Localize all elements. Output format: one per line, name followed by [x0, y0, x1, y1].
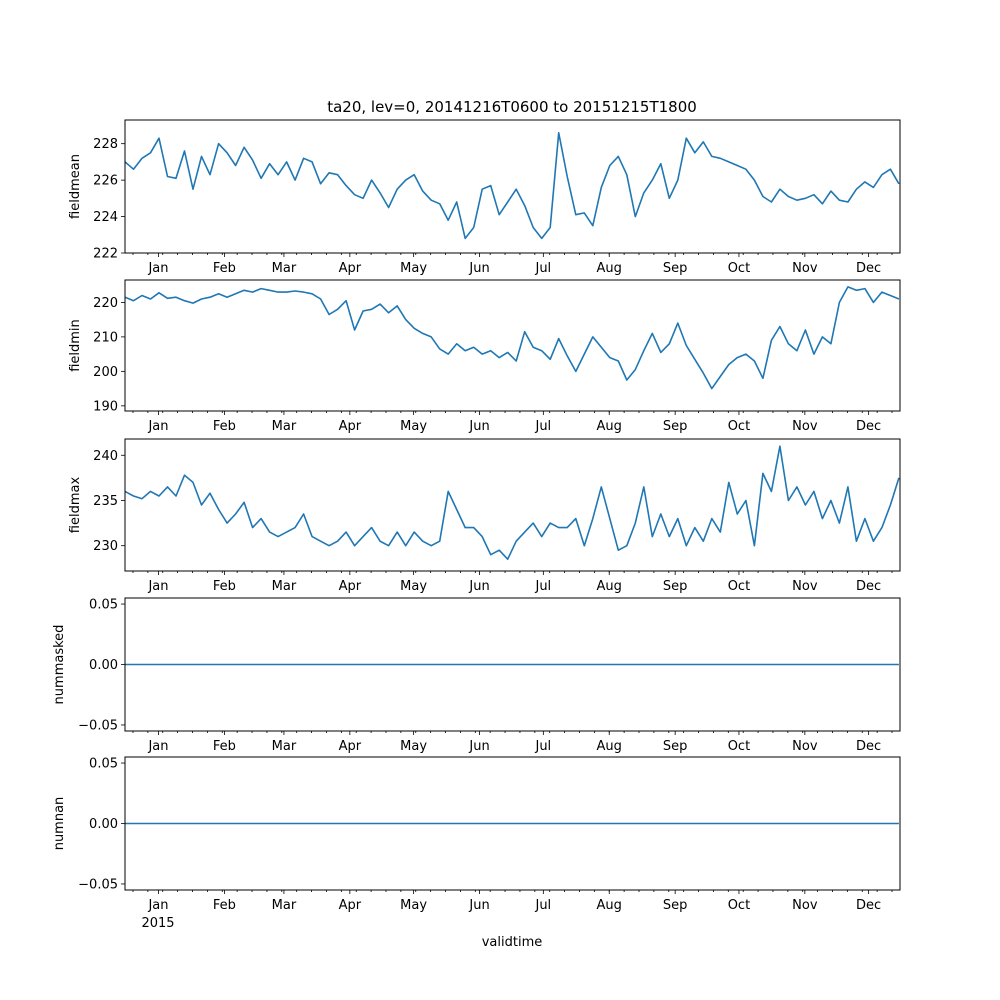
x-tick-label: Sep: [663, 261, 688, 276]
x-tick-label: Jan: [147, 419, 168, 434]
x-tick-label: Feb: [213, 739, 236, 754]
plot-frame: [124, 279, 901, 412]
x-tick-label: Feb: [213, 419, 236, 434]
x-tick-label: Mar: [272, 898, 297, 913]
series-line-fieldmax: [124, 445, 900, 561]
x-tick-label: Jul: [534, 419, 551, 434]
subplots: 222 224 226 228 fieldmean Jan Feb Mar Apr May Jun J…: [52, 119, 901, 913]
x-tick-label: Jul: [534, 898, 551, 913]
x-tick-label: Aug: [597, 261, 622, 276]
y-tick-label: 226: [93, 174, 118, 189]
x-tick-label: Aug: [597, 419, 622, 434]
subplot-numnan: −0.05 0.00 0.05 numnan Jan Feb Mar Apr May Jun Jul…: [52, 756, 901, 913]
plot-frame: [124, 438, 901, 572]
y-tick-label: 220: [93, 296, 118, 311]
x-tick-label: Jun: [468, 579, 489, 594]
x-tick-label: Apr: [339, 898, 362, 913]
x-tick-label: Oct: [728, 579, 750, 594]
x-tick-label: May: [400, 739, 427, 754]
x-tick-label: Apr: [339, 579, 362, 594]
x-tick-label: Apr: [339, 419, 362, 434]
chart-title: ta20, lev=0, 20141216T0600 to 20151215T1…: [327, 98, 697, 116]
y-tick-label: 0.00: [89, 817, 118, 832]
x-tick-label: Mar: [272, 419, 297, 434]
x-tick-label: Jan: [147, 261, 168, 276]
y-tick-label: 224: [93, 210, 118, 225]
x-tick-label: Apr: [339, 261, 362, 276]
x-tick-label: Dec: [856, 419, 881, 434]
y-tick-label: 235: [93, 494, 118, 509]
x-tick-label: Mar: [272, 739, 297, 754]
x-tick-label: Nov: [792, 579, 818, 594]
x-tick-label: May: [400, 419, 427, 434]
x-tick-label: Aug: [597, 739, 622, 754]
y-tick-label: 228: [93, 137, 118, 152]
x-tick-label: Apr: [339, 739, 362, 754]
x-tick-label: Oct: [728, 898, 750, 913]
series-line-fieldmean: [124, 132, 900, 240]
x-tick-label: Aug: [597, 898, 622, 913]
x-tick-label: May: [400, 579, 427, 594]
subplot-fieldmax: 230 235 240 fieldmax Jan Feb Mar Apr May Jun Jul Au…: [68, 438, 901, 594]
y-axis-label: numnan: [52, 797, 67, 851]
x-axis-label: validtime: [482, 935, 543, 950]
x-tick-label: Nov: [792, 419, 818, 434]
y-axis-label: nummasked: [52, 625, 67, 705]
x-tick-label: May: [400, 261, 427, 276]
y-axis-label: fieldmin: [68, 319, 83, 372]
x-tick-label: Dec: [856, 261, 881, 276]
x-tick-label: Feb: [213, 261, 236, 276]
x-tick-label: Dec: [856, 739, 881, 754]
subplot-fieldmin: 190 200 210 220 fieldmin Jan Feb Mar Apr May Jun Ju…: [68, 279, 901, 434]
y-axis-label: fieldmax: [68, 477, 83, 534]
x-tick-label: Feb: [213, 579, 236, 594]
y-tick-label: 0.05: [89, 598, 118, 613]
x-tick-label: Sep: [663, 739, 688, 754]
subplot-nummasked: −0.05 0.00 0.05 nummasked Jan Feb Mar Apr May Jun…: [52, 597, 901, 754]
x-tick-label: Dec: [856, 898, 881, 913]
y-tick-label: −0.05: [78, 877, 118, 892]
x-tick-label: Mar: [272, 579, 297, 594]
x-tick-label: Sep: [663, 898, 688, 913]
y-axis-label: fieldmean: [68, 154, 83, 219]
x-tick-label: Mar: [272, 261, 297, 276]
x-tick-label: Jul: [534, 261, 551, 276]
x-tick-label: Nov: [792, 261, 818, 276]
x-tick-label: Jun: [468, 419, 489, 434]
x-tick-label: Jul: [534, 739, 551, 754]
x-tick-label: Nov: [792, 739, 818, 754]
y-tick-label: 0.05: [89, 757, 118, 772]
x-tick-label: Dec: [856, 579, 881, 594]
y-tick-label: 240: [93, 449, 118, 464]
y-tick-label: 190: [93, 399, 118, 414]
x-tick-label: Jan: [147, 739, 168, 754]
x-tick-label: May: [400, 898, 427, 913]
x-tick-label: Jun: [468, 898, 489, 913]
y-tick-label: −0.05: [78, 718, 118, 733]
x-tick-label: Jan: [147, 898, 168, 913]
series-line-fieldmin: [124, 286, 900, 390]
y-tick-label: 210: [93, 330, 118, 345]
x-tick-label: Feb: [213, 898, 236, 913]
plot-frame: [124, 119, 901, 254]
y-tick-label: 200: [93, 365, 118, 380]
x-year-label: 2015: [141, 916, 174, 931]
x-tick-label: Jul: [534, 579, 551, 594]
x-tick-label: Sep: [663, 419, 688, 434]
x-tick-label: Jan: [147, 579, 168, 594]
x-tick-label: Jun: [468, 739, 489, 754]
x-tick-label: Sep: [663, 579, 688, 594]
x-tick-label: Aug: [597, 579, 622, 594]
x-tick-label: Nov: [792, 898, 818, 913]
subplot-fieldmean: 222 224 226 228 fieldmean Jan Feb Mar Apr May Jun J…: [68, 119, 901, 276]
y-tick-label: 230: [93, 539, 118, 554]
y-tick-label: 0.00: [89, 658, 118, 673]
y-tick-label: 222: [93, 247, 118, 262]
x-tick-label: Oct: [728, 419, 750, 434]
x-tick-label: Oct: [728, 261, 750, 276]
x-tick-label: Oct: [728, 739, 750, 754]
x-tick-label: Jun: [468, 261, 489, 276]
